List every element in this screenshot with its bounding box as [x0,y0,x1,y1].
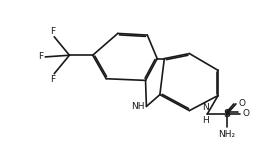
Text: H: H [202,116,209,125]
Text: O: O [242,109,249,118]
Text: F: F [50,75,55,84]
Text: F: F [50,27,55,35]
Text: NH₂: NH₂ [218,130,236,139]
Text: S: S [223,109,231,119]
Text: O: O [239,99,246,108]
Text: N: N [202,103,209,112]
Text: NH: NH [131,102,144,111]
Text: F: F [38,52,43,61]
